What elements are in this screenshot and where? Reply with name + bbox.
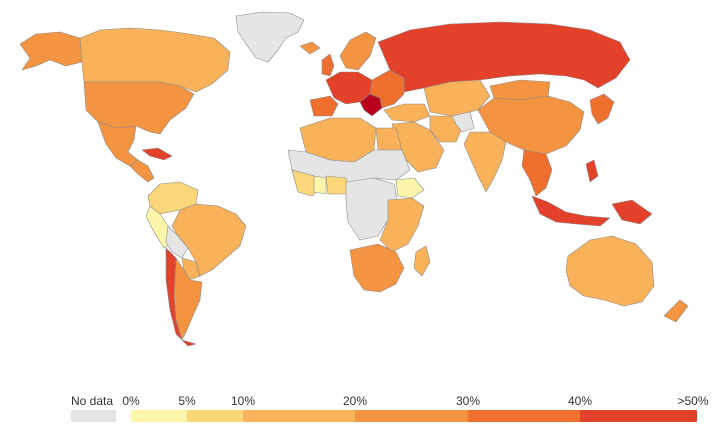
legend-label-5: 30% — [456, 394, 480, 408]
iberia — [309, 95, 339, 117]
philippines — [585, 159, 599, 183]
legend-swatch-3 — [243, 410, 355, 422]
alaska — [19, 31, 83, 71]
greenland — [235, 11, 305, 63]
chile — [165, 247, 197, 347]
new-guinea — [611, 199, 653, 225]
madagascar — [413, 245, 431, 277]
legend-label-4: 20% — [343, 394, 367, 408]
paraguay — [181, 257, 201, 281]
japan-korea — [589, 93, 615, 125]
legend-bin-labels: 0% 5% 10% 20% 30% 40% >50% — [122, 394, 709, 408]
legend-swatch-2 — [187, 410, 243, 422]
legend-label-6: 40% — [568, 394, 592, 408]
uk — [321, 53, 335, 77]
nigeria — [325, 175, 349, 195]
scandinavia — [339, 31, 377, 71]
ghana — [313, 175, 327, 195]
legend-swatch-6 — [580, 410, 697, 422]
mexico — [97, 121, 139, 167]
iceland — [299, 41, 321, 55]
central-america — [129, 159, 155, 183]
southern-africa — [349, 243, 405, 293]
turkey-caucasus — [383, 103, 431, 123]
southeast-asia — [521, 149, 553, 197]
central-asia — [423, 79, 491, 117]
new-zealand — [663, 299, 689, 323]
no-data-swatch — [71, 410, 116, 422]
legend-bin-swatches — [131, 410, 697, 422]
australia — [565, 235, 655, 307]
afghanistan — [451, 111, 475, 133]
russia — [377, 21, 631, 93]
indonesia — [531, 195, 611, 227]
caribbean — [141, 147, 173, 161]
no-data-label: No data — [71, 394, 113, 408]
legend-label-7: >50% — [677, 394, 708, 408]
legend: No data 0% 5% 10% 20% 30% 40% >50% — [71, 394, 709, 422]
east-africa — [379, 197, 425, 253]
ethiopia — [395, 177, 425, 199]
legend-label-2: 5% — [178, 394, 196, 408]
legend-label-1: 0% — [122, 394, 140, 408]
countries-layer — [19, 11, 689, 347]
legend-swatch-4 — [355, 410, 468, 422]
legend-swatch-5 — [468, 410, 580, 422]
legend-swatch-1 — [131, 410, 187, 422]
central-africa — [345, 177, 399, 241]
legend-label-3: 10% — [231, 394, 255, 408]
india — [463, 131, 507, 193]
